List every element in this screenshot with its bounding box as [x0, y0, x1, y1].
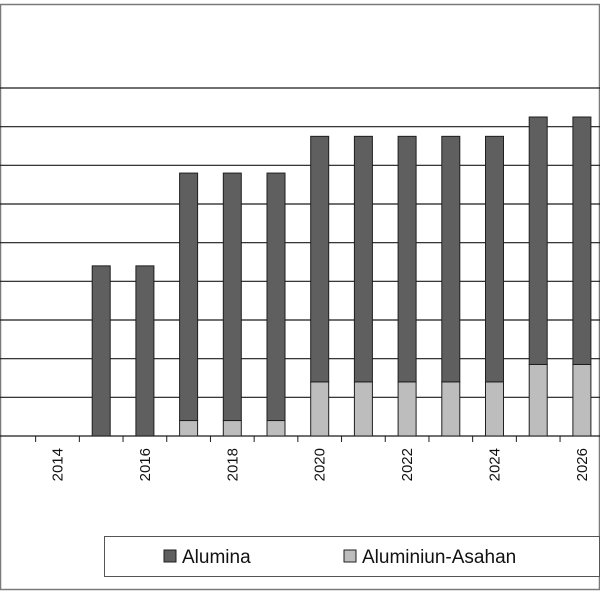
bar-aluminiun-asahan-2024 — [485, 381, 504, 437]
x-tick-label: 2014 — [50, 448, 67, 481]
bar-alumina-2016 — [135, 265, 155, 437]
legend-swatch-alumina — [163, 549, 177, 563]
bar-alumina-2026 — [572, 116, 592, 365]
bar-alumina-2015 — [91, 265, 111, 437]
bar-aluminiun-asahan-2022 — [397, 381, 417, 437]
x-tick-label: 2016 — [137, 448, 154, 481]
bar-alumina-2017 — [179, 172, 199, 422]
x-tick-label: 2022 — [399, 448, 416, 481]
bar-aluminiun-asahan-2018 — [222, 420, 242, 437]
x-tick-label: 2020 — [312, 448, 329, 481]
bar-aluminiun-asahan-2017 — [179, 420, 199, 437]
bar-aluminiun-asahan-2019 — [266, 420, 286, 437]
bar-alumina-2020 — [310, 135, 330, 383]
bar-alumina-2019 — [266, 172, 286, 422]
x-tick-label: 2018 — [224, 448, 241, 481]
chart-frame — [0, 3, 600, 591]
bar-alumina-2024 — [485, 135, 504, 383]
bar-alumina-2022 — [397, 135, 417, 383]
bar-aluminiun-asahan-2025 — [528, 363, 548, 437]
bar-alumina-2023 — [441, 135, 461, 383]
bar-aluminiun-asahan-2026 — [572, 363, 592, 437]
bar-aluminiun-asahan-2023 — [441, 381, 461, 437]
bar-alumina-2021 — [353, 135, 373, 383]
x-tick-label: 2026 — [574, 448, 591, 481]
bar-aluminiun-asahan-2020 — [310, 381, 330, 437]
x-tick-label: 2024 — [487, 448, 504, 481]
legend-label-alumina: Alumina — [182, 547, 251, 568]
bar-alumina-2018 — [222, 172, 242, 422]
legend-swatch-aluminiun-asahan — [343, 549, 357, 563]
legend-label-aluminiun-asahan: Aluminiun-Asahan — [362, 547, 516, 568]
bar-alumina-2025 — [528, 116, 548, 365]
bar-aluminiun-asahan-2021 — [353, 381, 373, 437]
